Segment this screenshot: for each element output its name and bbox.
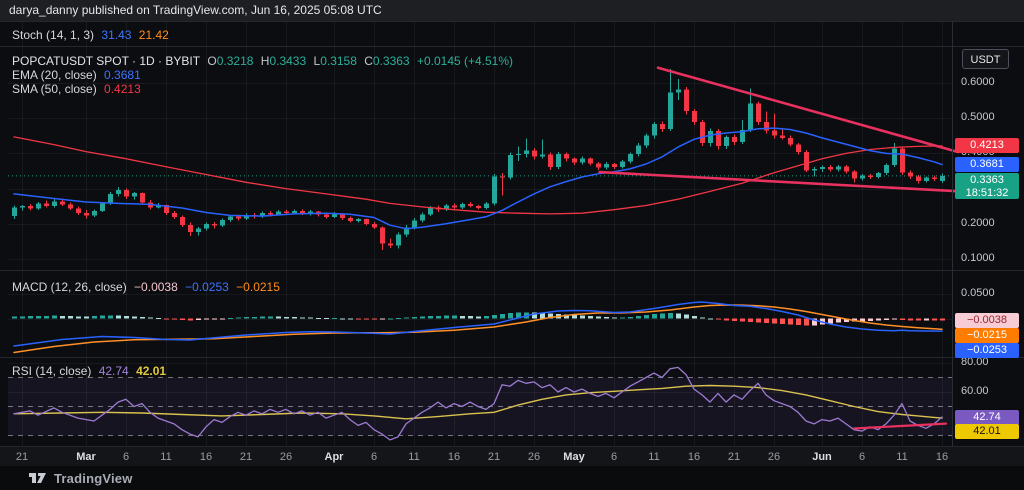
separator[interactable] <box>0 357 1024 358</box>
rsi-legend: RSI (14, close) 42.74 42.01 <box>12 364 170 378</box>
time-axis-label: May <box>563 451 585 463</box>
price-axis-separator[interactable] <box>952 21 953 446</box>
rsi-badge: 42.74 <box>955 410 1019 425</box>
rsi-label: RSI (14, close) <box>12 364 92 378</box>
macd-line-badge: −0.0253 <box>955 343 1019 358</box>
stoch-d-value: 21.42 <box>138 28 169 42</box>
sma-label: SMA (50, close) <box>12 82 97 96</box>
change-value: +0.0145 (+4.51%) <box>416 54 514 68</box>
time-axis-label: 6 <box>610 451 618 463</box>
tradingview-brand-text: TradingView <box>54 470 133 486</box>
currency-toggle-button[interactable]: USDT <box>962 49 1009 69</box>
macd-axis-label: 0.0500 <box>961 286 995 299</box>
open-label: O <box>207 54 217 68</box>
time-axis-label: 21 <box>487 451 501 463</box>
footer-bar: TradingView <box>0 466 1024 490</box>
time-axis-label: 16 <box>687 451 701 463</box>
tradingview-logo[interactable]: TradingView <box>28 470 133 486</box>
macd-signal-badge: −0.0215 <box>955 328 1019 343</box>
time-axis-label: 16 <box>447 451 461 463</box>
price-axis-label: 0.5000 <box>961 111 995 124</box>
sma-price-badge: 0.4213 <box>955 138 1019 153</box>
time-axis-label: 11 <box>896 451 908 463</box>
price-axis-label: 0.1000 <box>961 252 995 264</box>
time-axis[interactable] <box>0 446 1024 466</box>
macd-label: MACD (12, 26, close) <box>12 280 127 294</box>
stoch-k-value: 31.43 <box>101 28 132 42</box>
time-axis-label: 6 <box>122 451 130 463</box>
time-axis-label: 11 <box>408 451 420 463</box>
time-axis-label: 16 <box>199 451 213 463</box>
time-axis-label: 11 <box>160 451 172 463</box>
ema-label: EMA (20, close) <box>12 68 97 82</box>
time-axis-label: 26 <box>767 451 781 463</box>
time-axis-label: 6 <box>858 451 866 463</box>
time-axis-label: 26 <box>527 451 541 463</box>
high-label: H <box>260 54 270 68</box>
time-axis-label: Mar <box>76 451 96 463</box>
rsi-ma-badge: 42.01 <box>955 424 1019 439</box>
ema-price-badge: 0.3681 <box>955 157 1019 172</box>
stoch-legend: Stoch (14, 1, 3) 31.43 21.42 <box>12 28 173 42</box>
price-axis-label: 0.2000 <box>961 216 995 229</box>
symbol-title: POPCATUSDT SPOT · 1D · BYBIT <box>12 54 201 68</box>
symbol-legend: POPCATUSDT SPOT · 1D · BYBIT O0.3218 H0.… <box>12 54 517 68</box>
macd-hist-value: −0.0038 <box>134 280 178 294</box>
rsi-value: 42.74 <box>98 364 129 378</box>
rsi-axis-label: 60.00 <box>961 385 989 397</box>
time-axis-label: 6 <box>370 451 378 463</box>
macd-signal-value: −0.0215 <box>236 280 280 294</box>
publish-bar: darya_danny published on TradingView.com… <box>0 0 1024 21</box>
separator <box>0 446 1024 447</box>
ema-value: 0.3681 <box>104 68 141 82</box>
macd-line-value: −0.0253 <box>185 280 229 294</box>
time-axis-label: 21 <box>727 451 741 463</box>
high-value: 0.3433 <box>269 54 307 68</box>
sma-legend: SMA (50, close) 0.4213 <box>12 82 145 96</box>
publish-text: darya_danny published on TradingView.com… <box>9 3 382 17</box>
ema-legend: EMA (20, close) 0.3681 <box>12 68 145 82</box>
time-axis-label: 26 <box>279 451 293 463</box>
low-label: L <box>313 54 321 68</box>
separator <box>0 21 1024 22</box>
separator[interactable] <box>0 270 1024 271</box>
close-value: 0.3363 <box>372 54 410 68</box>
tradingview-logo-icon <box>29 473 46 483</box>
sma-value: 0.4213 <box>104 82 141 96</box>
separator[interactable] <box>0 46 1024 47</box>
last-price-badge: 0.3363 18:51:32 <box>955 173 1019 199</box>
low-value: 0.3158 <box>320 54 357 68</box>
time-axis-label: Apr <box>324 451 344 463</box>
time-axis-label: 11 <box>648 451 660 463</box>
rsi-ma-value: 42.01 <box>136 364 167 378</box>
stoch-label: Stoch (14, 1, 3) <box>12 28 95 42</box>
time-axis-label: 21 <box>239 451 253 463</box>
macd-hist-badge: −0.0038 <box>955 313 1019 328</box>
macd-legend: MACD (12, 26, close) −0.0038 −0.0253 −0.… <box>12 280 284 294</box>
last-price-value: 0.3363 <box>970 174 1004 186</box>
bar-countdown: 18:51:32 <box>965 187 1009 199</box>
time-axis-label: Jun <box>812 451 832 463</box>
rsi-axis-label: 80.00 <box>961 356 989 368</box>
open-value: 0.3218 <box>216 54 254 68</box>
close-label: C <box>364 54 373 68</box>
time-axis-label: 21 <box>15 451 29 463</box>
time-axis-label: 16 <box>935 451 949 463</box>
price-axis-label: 0.6000 <box>961 76 995 88</box>
